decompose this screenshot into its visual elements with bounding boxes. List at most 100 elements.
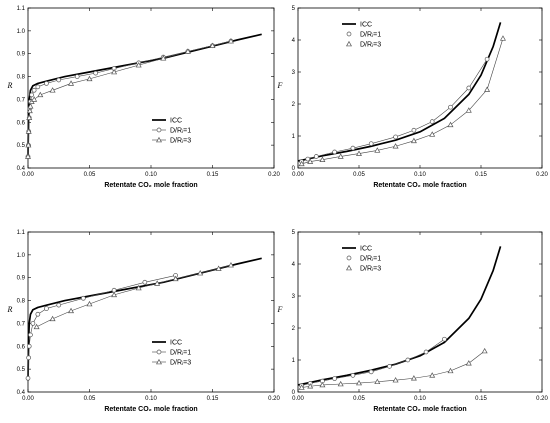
- circle-marker: [332, 376, 337, 381]
- circle-marker: [28, 332, 33, 338]
- triangle-marker: [68, 307, 75, 314]
- circle-marker: [313, 154, 319, 159]
- triangle-marker: [298, 384, 305, 390]
- series-line: [27, 257, 262, 381]
- triangle-marker: [356, 150, 362, 156]
- triangle-marker: [429, 131, 436, 137]
- triangle-marker: [374, 147, 381, 153]
- x-tick-label: 0.10: [145, 396, 157, 402]
- y-tick-label: 0.6: [17, 120, 26, 126]
- series-line: [27, 40, 232, 157]
- legend-label: ICC: [360, 22, 372, 29]
- triangle-marker: [465, 360, 472, 366]
- y-axis-label: F: [277, 305, 283, 314]
- y-tick-label: 1.0: [17, 253, 26, 259]
- circle-marker: [31, 87, 37, 93]
- x-tick-label: 0.00: [292, 396, 304, 402]
- x-tick-label: 0.00: [22, 396, 34, 402]
- x-tick-label: 0.00: [22, 172, 34, 178]
- triangle-marker: [111, 68, 118, 75]
- circle-marker: [56, 302, 62, 308]
- triangle-marker: [135, 62, 142, 68]
- series-line: [301, 350, 485, 388]
- series-1: [297, 22, 502, 162]
- x-tick-label: 0.05: [84, 396, 96, 402]
- circle-marker: [142, 279, 148, 285]
- triangle-marker: [356, 379, 362, 386]
- triangle-marker: [410, 137, 417, 144]
- legend-label: ICC: [360, 246, 372, 253]
- triangle-marker: [337, 153, 344, 159]
- circle-marker: [368, 141, 374, 147]
- legend: ICC D/Rᵢ=1 D/Rᵢ=3: [342, 22, 381, 49]
- y-tick-label: 0.4: [17, 166, 26, 172]
- x-tick-label: 0.15: [475, 396, 487, 402]
- triangle-marker: [215, 265, 222, 271]
- x-tick-label: 0.20: [268, 396, 280, 402]
- plot-frame: [297, 7, 543, 169]
- circle-marker: [29, 92, 35, 98]
- triangle-marker: [410, 375, 417, 381]
- triangle-marker: [447, 367, 454, 374]
- triangle-marker: [209, 42, 216, 48]
- series-line: [27, 275, 176, 379]
- x-tick-label: 0.10: [145, 172, 157, 178]
- series-2: [299, 336, 447, 388]
- circle-marker: [448, 104, 453, 110]
- x-tick-label: 0.15: [475, 172, 487, 178]
- circle-marker: [35, 311, 41, 317]
- legend-label: ICC: [170, 118, 182, 125]
- x-axis-label: Retentate CO₂ mole fraction: [373, 406, 466, 413]
- triangle-marker: [499, 35, 506, 41]
- x-tick-label: 0.05: [84, 172, 96, 178]
- triangle-marker: [429, 372, 436, 378]
- triangle-marker: [307, 383, 314, 389]
- triangle-marker: [319, 381, 326, 388]
- triangle-marker: [307, 158, 314, 164]
- circle-marker: [56, 77, 62, 83]
- y-axis-label: F: [277, 81, 283, 90]
- series-1: [27, 257, 262, 381]
- triangle-marker: [172, 275, 179, 282]
- circle-marker: [30, 321, 36, 326]
- triangle-marker: [184, 48, 191, 54]
- y-tick-label: 4: [292, 38, 296, 44]
- triangle-marker: [26, 107, 33, 114]
- circle-marker: [156, 127, 162, 133]
- x-tick-label: 0.10: [414, 396, 426, 402]
- circle-marker: [156, 349, 162, 355]
- circle-marker: [44, 306, 49, 311]
- series-line: [27, 33, 262, 157]
- x-tick-label: 0.20: [536, 396, 548, 402]
- circle-marker: [393, 134, 398, 140]
- circle-marker: [332, 149, 337, 155]
- triangle-marker: [25, 142, 32, 148]
- triangle-marker: [31, 96, 38, 102]
- triangle-marker: [25, 128, 32, 134]
- triangle-marker: [481, 347, 488, 354]
- y-tick-label: 3: [292, 70, 296, 76]
- chart-panel-2: 0.00 0.05 0.10 0.15 0.20 0 1 2 3 4 5 Retentate CO₂ …: [277, 6, 549, 189]
- series-2: [25, 38, 234, 159]
- triangle-marker: [86, 300, 93, 307]
- triangle-marker: [154, 280, 161, 286]
- y-tick-label: 1.0: [17, 29, 26, 35]
- plot-frame: [27, 231, 275, 393]
- plot-frame: [297, 231, 543, 393]
- circle-marker: [26, 343, 32, 349]
- y-tick-label: 0.5: [17, 143, 26, 149]
- series-3: [33, 262, 234, 330]
- series-line: [301, 338, 445, 386]
- series-3: [298, 347, 488, 390]
- circle-marker: [80, 295, 86, 301]
- triangle-marker: [156, 358, 162, 365]
- triangle-marker: [135, 284, 142, 291]
- triangle-marker: [156, 136, 162, 143]
- y-tick-label: 0.5: [17, 367, 26, 373]
- x-tick-label: 0.20: [536, 172, 548, 178]
- series-line: [27, 40, 232, 157]
- series-line: [297, 22, 502, 162]
- legend-label: D/Rᵢ=3: [170, 360, 191, 367]
- triangle-marker: [319, 156, 326, 162]
- y-tick-label: 1: [292, 134, 296, 140]
